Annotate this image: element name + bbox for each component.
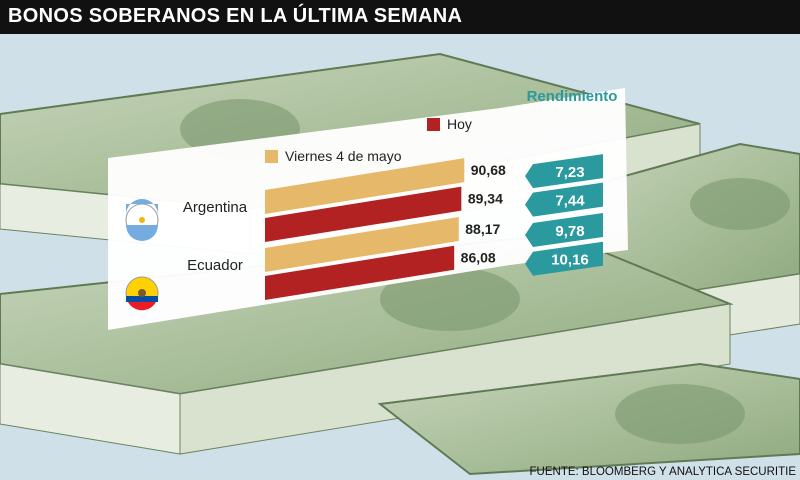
source-note: FUENTE: BLOOMBERG Y ANALYTICA SECURITIE xyxy=(529,466,796,478)
legend-label: Viernes 4 de mayo xyxy=(285,148,402,164)
yield-tag xyxy=(525,212,603,247)
bar-value-label: 89,34 xyxy=(468,191,503,207)
yield-value-label: 7,23 xyxy=(555,164,584,181)
bar xyxy=(265,186,462,242)
category-label: Argentina xyxy=(183,199,248,216)
legend-label: Hoy xyxy=(447,116,472,132)
argentina-flag-stripe-top xyxy=(126,199,158,215)
yield-tag xyxy=(525,241,603,276)
ecuador-flag-stripe-red xyxy=(128,302,156,311)
yield-heading: Rendimiento xyxy=(527,88,618,105)
bar-value-label: 88,17 xyxy=(465,221,500,237)
yield-value-label: 9,78 xyxy=(555,223,584,240)
bar-value-label: 90,68 xyxy=(471,162,506,178)
category-label: Ecuador xyxy=(187,257,243,274)
yield-tag xyxy=(525,154,603,189)
bar-value-label: 86,08 xyxy=(461,250,496,266)
bar xyxy=(265,158,465,214)
bar xyxy=(265,245,455,300)
argentina-flag-stripe-bottom xyxy=(126,225,158,241)
ecuador-flag-emblem xyxy=(138,289,146,297)
bar xyxy=(265,216,459,272)
legend-swatch xyxy=(427,118,440,131)
yield-tag xyxy=(525,182,603,217)
page-title: BONOS SOBERANOS EN LA ÚLTIMA SEMANA xyxy=(8,5,463,27)
ecuador-flag-stripe-blue xyxy=(126,296,158,302)
yield-value-label: 7,44 xyxy=(555,193,585,210)
argentina-flag-sun xyxy=(139,217,145,223)
legend-swatch xyxy=(265,150,278,163)
money-stack-front xyxy=(0,232,734,455)
money-stack-bottom-right xyxy=(377,362,800,476)
title-bar: BONOS SOBERANOS EN LA ÚLTIMA SEMANA xyxy=(0,0,800,34)
yield-value-label: 10,16 xyxy=(551,252,589,269)
